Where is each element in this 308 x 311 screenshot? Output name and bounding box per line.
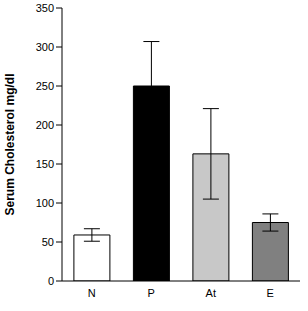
svg-text:At: At bbox=[206, 287, 216, 299]
svg-text:250: 250 bbox=[36, 80, 54, 92]
svg-text:E: E bbox=[267, 287, 274, 299]
svg-text:Serum Cholesterol mg/dl: Serum Cholesterol mg/dl bbox=[8, 73, 17, 215]
svg-text:350: 350 bbox=[36, 2, 54, 14]
svg-text:200: 200 bbox=[36, 119, 54, 131]
svg-text:P: P bbox=[148, 287, 155, 299]
svg-text:150: 150 bbox=[36, 158, 54, 170]
svg-text:0: 0 bbox=[48, 275, 54, 287]
svg-text:50: 50 bbox=[42, 236, 54, 248]
svg-text:100: 100 bbox=[36, 197, 54, 209]
svg-text:300: 300 bbox=[36, 41, 54, 53]
svg-text:N: N bbox=[88, 287, 96, 299]
